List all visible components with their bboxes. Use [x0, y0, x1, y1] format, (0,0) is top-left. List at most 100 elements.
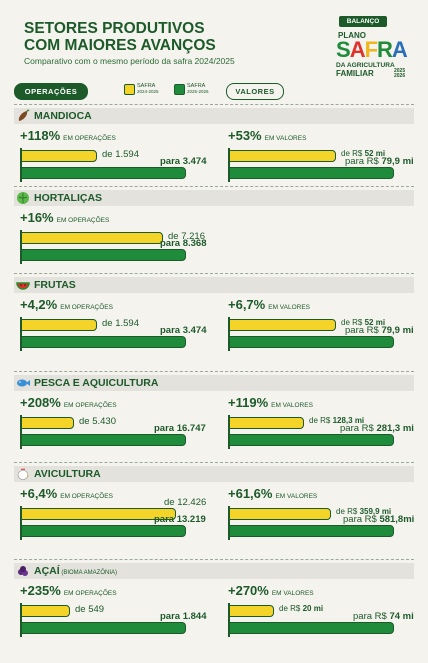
growth-percent: +16% EM OPERAÇÕES	[20, 210, 110, 225]
growth-percent: +118% EM OPERAÇÕES	[20, 128, 116, 143]
logo-years: 2025 2026	[394, 69, 405, 79]
growth-label: EM OPERAÇÕES	[63, 590, 117, 597]
legend-old-label: SAFRA	[137, 83, 156, 89]
bar-value-label: de R$ 359,9 mi	[336, 507, 392, 516]
bar-axis	[228, 415, 230, 449]
bar-safra-2025-2026	[229, 434, 394, 446]
growth-label: EM VALORES	[275, 493, 318, 500]
growth-label: EM VALORES	[264, 135, 307, 142]
bar-value-label: para 13.219	[154, 514, 206, 525]
logo-letter: A	[391, 37, 408, 62]
bar-value-label: para R$ 581,8mi	[343, 514, 415, 525]
bar-axis	[228, 506, 230, 540]
bar-safra-2025-2026	[21, 525, 186, 537]
sector-section: PESCA E AQUICULTURA +208% EM OPERAÇÕES de 5…	[14, 375, 414, 465]
growth-label: EM OPERAÇÕES	[60, 493, 113, 500]
acai-icon	[16, 564, 30, 578]
operations-panel: +208% EM OPERAÇÕES de 5.430 para 16.747	[14, 395, 210, 465]
bar-value-label: de R$ 52 mi	[341, 318, 386, 327]
chicken-icon	[16, 467, 30, 481]
bar-safra-2024-2025	[229, 605, 274, 617]
cassava-icon	[16, 109, 30, 123]
bar-value: 281,3 mi	[376, 423, 414, 434]
watermelon-icon	[16, 278, 30, 292]
legend-swatch-yellow	[124, 84, 135, 95]
sector-name: MANDIOCA	[34, 110, 92, 122]
bar-value: 581,8mi	[379, 514, 415, 525]
logo-da-agricultura-familiar: DA AGRICULTURA FAMILIAR	[336, 62, 395, 77]
bar-value-label: de 1.594	[102, 149, 139, 160]
values-pill: VALORES	[226, 83, 284, 100]
section-divider	[14, 273, 414, 274]
logo-safra-text: SAFRA	[336, 37, 408, 62]
sector-header: MANDIOCA	[14, 108, 414, 124]
bar-value-label: de 5.430	[79, 416, 116, 427]
bar-safra-2025-2026	[229, 336, 394, 348]
growth-label: EM OPERAÇÕES	[63, 402, 117, 409]
bar-value-label: de R$ 52 mi	[341, 149, 386, 158]
bar-safra-2025-2026	[21, 167, 186, 179]
bar-safra-2024-2025	[21, 319, 97, 331]
sector-note: (BIOMA AMAZÔNIA)	[59, 570, 118, 576]
bar-safra-2025-2026	[229, 167, 394, 179]
operations-pill: OPERAÇÕES	[14, 83, 88, 100]
sector-section: FRUTAS +4,2% EM OPERAÇÕES de 1.594 para 3.47…	[14, 277, 414, 365]
bar-axis	[20, 317, 22, 351]
bar-axis	[20, 415, 22, 449]
bar-axis	[228, 603, 230, 637]
bar-safra-2024-2025	[229, 319, 336, 331]
growth-percent: +6,7% EM VALORES	[228, 297, 311, 312]
growth-label: EM VALORES	[271, 590, 314, 597]
logo-year-2: 2026	[394, 73, 406, 79]
bar-value: 20 mi	[302, 604, 324, 613]
bar-safra-2025-2026	[21, 434, 186, 446]
section-divider	[14, 186, 414, 187]
bar-value-label: para 3.474	[160, 325, 207, 336]
bar-value-label: para 16.747	[154, 423, 206, 434]
logo-letter: R	[377, 37, 393, 62]
operations-panel: +118% EM OPERAÇÕES de 1.594 para 3.474	[14, 128, 210, 190]
lettuce-icon	[16, 191, 30, 205]
growth-percent: +4,2% EM OPERAÇÕES	[20, 297, 113, 312]
growth-percent: +61,6% EM VALORES	[228, 486, 318, 501]
bar-value-label: para 1.844	[160, 611, 207, 622]
bar-value-label: para 3.474	[160, 156, 207, 167]
page-subtitle: Comparativo com o mesmo período da safra…	[24, 56, 235, 66]
growth-percent: +119% EM VALORES	[228, 395, 313, 410]
bar-safra-2024-2025	[21, 508, 176, 520]
bar-axis	[20, 148, 22, 182]
bar-value: 52 mi	[364, 318, 386, 327]
bar-value-label: para R$ 79,9 mi	[345, 156, 414, 167]
operations-panel: +6,4% EM OPERAÇÕES de 12.426 para 13.219	[14, 486, 210, 558]
bar-axis	[20, 230, 22, 264]
bar-safra-2025-2026	[21, 336, 186, 348]
operations-panel: +4,2% EM OPERAÇÕES de 1.594 para 3.474	[14, 297, 210, 365]
growth-label: EM OPERAÇÕES	[63, 135, 116, 142]
bar-axis	[20, 506, 22, 540]
bar-value-label: de R$ 128,3 mi	[309, 416, 365, 425]
sector-name: FRUTAS	[34, 279, 76, 291]
bar-value-label: de 1.594	[102, 318, 139, 329]
bar-value: 79,9 mi	[381, 156, 414, 167]
bar-value-label: para R$ 281,3 mi	[340, 423, 414, 434]
values-panel: +270% EM VALORES de R$ 20 mi para R$ 74 mi	[222, 583, 418, 658]
values-panel: +53% EM VALORES de R$ 52 mi para R$ 79,9 mi	[222, 128, 418, 190]
title-line-2: COM MAIORES AVANÇOS	[24, 37, 216, 54]
sector-section: MANDIOCA +118% EM OPERAÇÕES de 1.594 para 3.…	[14, 108, 414, 190]
growth-percent: +270% EM VALORES	[228, 583, 314, 598]
bar-value: 74 mi	[389, 611, 414, 622]
bar-value: 128,3 mi	[332, 416, 365, 425]
logo-letter: F	[364, 37, 378, 62]
values-panel: +119% EM VALORES de R$ 128,3 mi para R$ 281…	[222, 395, 418, 465]
bar-value: 359,9 mi	[359, 507, 392, 516]
bar-value-label: de R$ 20 mi	[279, 604, 324, 613]
logo-plano: PLANO	[338, 31, 366, 40]
sector-header: AÇAÍ (BIOMA AMAZÔNIA)	[14, 563, 414, 579]
sector-header: HORTALIÇAS	[14, 190, 414, 206]
legend-swatch-green	[174, 84, 185, 95]
sector-header: FRUTAS	[14, 277, 414, 293]
legend-new-label: SAFRA	[187, 83, 206, 89]
sector-name: AVICULTURA	[34, 468, 101, 480]
growth-label: EM VALORES	[268, 304, 311, 311]
sector-name: HORTALIÇAS	[34, 192, 103, 204]
